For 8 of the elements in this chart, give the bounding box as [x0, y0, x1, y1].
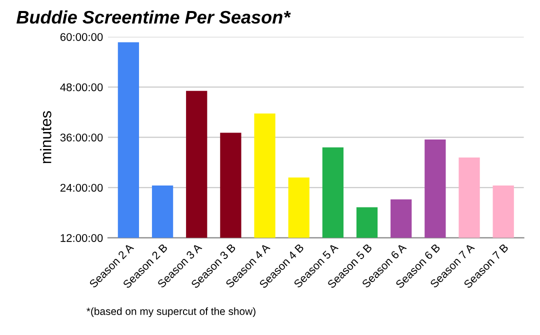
y-tick-label: 24:00:00	[60, 184, 103, 192]
y-axis-title: minutes	[40, 111, 52, 164]
text: *(based on my supercut of the show)	[86, 307, 256, 318]
y-tick-label: 36:00:00	[60, 134, 103, 142]
y-tick-label: 48:00:00	[60, 83, 103, 92]
y-tick-label: 60:00:00	[60, 33, 103, 41]
chart-title: Buddie Screentime Per Season*	[16, 10, 291, 24]
y-tick-label: 12:00:00	[60, 234, 103, 242]
